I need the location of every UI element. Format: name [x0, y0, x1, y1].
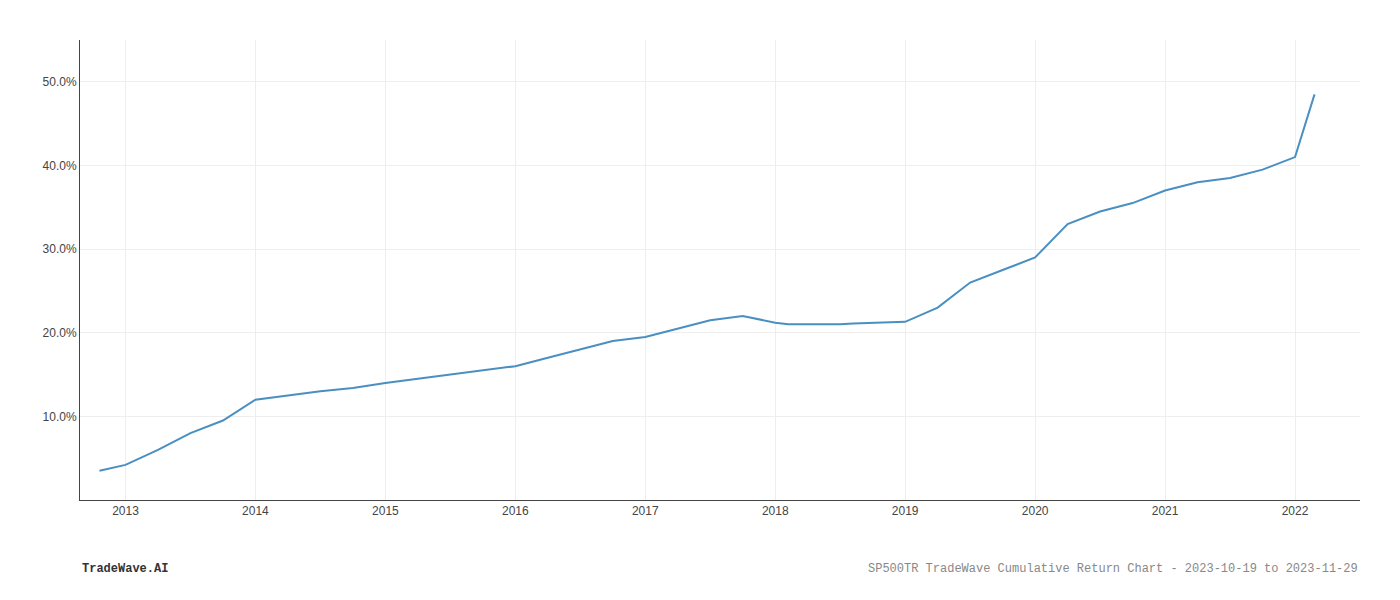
svg-text:30.0%: 30.0% — [43, 242, 77, 256]
svg-text:2021: 2021 — [1152, 504, 1179, 518]
svg-text:2016: 2016 — [502, 504, 529, 518]
svg-text:40.0%: 40.0% — [43, 159, 77, 173]
svg-text:2020: 2020 — [1022, 504, 1049, 518]
svg-text:20.0%: 20.0% — [43, 326, 77, 340]
svg-text:2017: 2017 — [632, 504, 659, 518]
svg-text:10.0%: 10.0% — [43, 410, 77, 424]
svg-text:2018: 2018 — [762, 504, 789, 518]
svg-text:TradeWave.AI: TradeWave.AI — [82, 562, 168, 576]
svg-text:2013: 2013 — [112, 504, 139, 518]
svg-text:2019: 2019 — [892, 504, 919, 518]
svg-text:SP500TR TradeWave Cumulative R: SP500TR TradeWave Cumulative Return Char… — [868, 562, 1358, 576]
svg-text:2022: 2022 — [1282, 504, 1309, 518]
svg-text:2015: 2015 — [372, 504, 399, 518]
svg-text:2014: 2014 — [242, 504, 269, 518]
svg-text:50.0%: 50.0% — [43, 75, 77, 89]
